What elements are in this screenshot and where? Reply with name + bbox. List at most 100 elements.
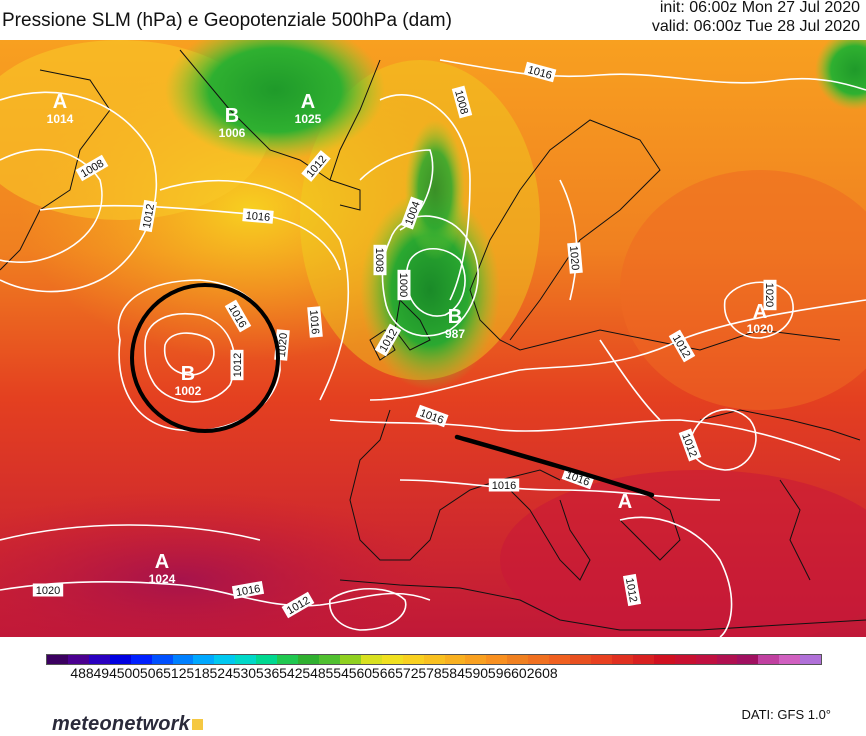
isobar-label-bg — [281, 591, 315, 619]
isobar-label: 1012 — [230, 349, 244, 381]
colorbar-swatch — [549, 655, 571, 664]
colorbar — [46, 654, 822, 665]
isobar-label-bg — [224, 299, 252, 333]
pressure-center-letter: A — [753, 301, 767, 323]
colorbar-swatch — [570, 655, 591, 664]
colorbar-swatch — [737, 655, 759, 664]
isobar-label-bg — [397, 269, 411, 301]
isobar-label-bg — [75, 154, 109, 182]
pressure-center-value: 987 — [445, 327, 465, 341]
isobar-label: 1008 — [373, 244, 387, 276]
colorbar-tick-label: 506 — [139, 665, 164, 681]
colorbar-tick-label: 554 — [325, 665, 349, 681]
colorbar-tick-label: 500 — [116, 665, 141, 681]
isobar-label-bg — [678, 428, 702, 462]
colorbar-swatch — [235, 655, 257, 664]
colorbar-tick-label: 602 — [511, 665, 535, 681]
pressure-center-value: 1006 — [219, 126, 246, 140]
isobar-label-bg — [415, 404, 449, 428]
colorbar-swatch — [318, 655, 340, 664]
isobar-label-text: 1016 — [235, 583, 261, 599]
colorbar-swatch — [151, 655, 173, 664]
isobar-label-bg — [622, 573, 642, 607]
pressure-center-value: 1002 — [175, 384, 202, 398]
colorbar-tick-label: 548 — [302, 665, 326, 681]
pressure-center-letter: B — [448, 306, 462, 328]
colorbar-swatch — [88, 655, 110, 664]
colorbar-swatch — [695, 655, 717, 664]
colorbar-swatch — [716, 655, 738, 664]
colorbar-tick-label: 572 — [395, 665, 419, 681]
colorbar-tick-label: 578 — [418, 665, 442, 681]
isobar-label-bg — [32, 583, 64, 597]
isobar-label: 1016 — [231, 580, 265, 600]
isobar-label: 1000 — [397, 269, 411, 301]
isobar-label-bg — [242, 208, 274, 224]
colorbar-swatch — [277, 655, 299, 664]
colorbar-tick-label: 608 — [534, 665, 558, 681]
colorbar-swatch — [800, 655, 822, 664]
isobar-label-text: 1016 — [245, 210, 270, 224]
isobar-label-bg — [400, 196, 424, 230]
isobar-label-bg — [561, 466, 595, 490]
coastlines — [0, 49, 866, 631]
colorbar-swatch — [423, 655, 445, 664]
isobar-label-bg — [230, 349, 244, 381]
colorbar-tick-label: 596 — [487, 665, 512, 681]
colorbar-swatch — [256, 655, 278, 664]
isobar-label-bg — [451, 85, 473, 119]
isobar-label-text: 1020 — [567, 245, 581, 270]
colorbar-swatch — [47, 655, 68, 664]
colorbar-tick-label: 488 — [70, 665, 94, 681]
colorbar-swatch — [67, 655, 89, 664]
colorbar-swatch — [214, 655, 236, 664]
trough-line — [454, 434, 655, 498]
pressure-center: A — [618, 491, 632, 513]
isobar-label-bg — [374, 323, 402, 357]
pressure-center-letter: A — [53, 91, 67, 113]
map-title: Pressione SLM (hPa) e Geopotenziale 500h… — [2, 10, 452, 31]
colorbar-tick-label: 518 — [186, 665, 210, 681]
isobar-label-bg — [307, 306, 323, 338]
colorbar-swatch — [465, 655, 487, 664]
pressure-center-value: 1014 — [47, 112, 74, 126]
isobar-label-bg — [523, 61, 557, 83]
pressure-center-letter: B — [225, 105, 239, 127]
colorbar-ticks: 488 494 500 506 512 518 524 530 536 542 548 554 560 5… — [46, 665, 820, 685]
colorbar-swatch — [632, 655, 654, 664]
isobar-label-bg — [668, 329, 696, 363]
isobar-label: 1012 — [138, 199, 158, 233]
logo-text: meteonetwork — [52, 713, 190, 735]
isobar-label-bg — [138, 199, 158, 233]
isobar-label: 1020 — [32, 583, 64, 597]
isobar-label-bg — [373, 244, 387, 276]
colorbar-swatch — [381, 655, 403, 664]
colorbar-swatch — [674, 655, 696, 664]
run-info: init: 06:00z Mon 27 Jul 2020 valid: 06:0… — [652, 0, 860, 36]
colorbar-tick-label: 530 — [232, 665, 257, 681]
isobar-label-text: 1012 — [232, 353, 244, 377]
colorbar-swatch — [360, 655, 382, 664]
colorbar-swatch — [298, 655, 319, 664]
colorbar-swatch — [758, 655, 780, 664]
isobar-label: 1016 — [242, 208, 274, 224]
colorbar-tick-label: 494 — [93, 665, 117, 681]
isobar-label-text: 1016 — [307, 309, 321, 334]
colorbar-tick-label: 542 — [279, 665, 303, 681]
isobar-label-bg — [763, 279, 777, 311]
pressure-center-value: 1020 — [747, 322, 774, 336]
data-source: DATI: GFS 1.0° — [741, 707, 831, 722]
isobar-label: 1016 — [488, 478, 520, 492]
isobar-label-text: 1016 — [492, 480, 516, 492]
colorbar-tick-label: 590 — [464, 665, 489, 681]
logo-square — [192, 719, 203, 730]
highlight-circle — [130, 283, 280, 433]
pressure-center-letter: A — [155, 551, 169, 573]
